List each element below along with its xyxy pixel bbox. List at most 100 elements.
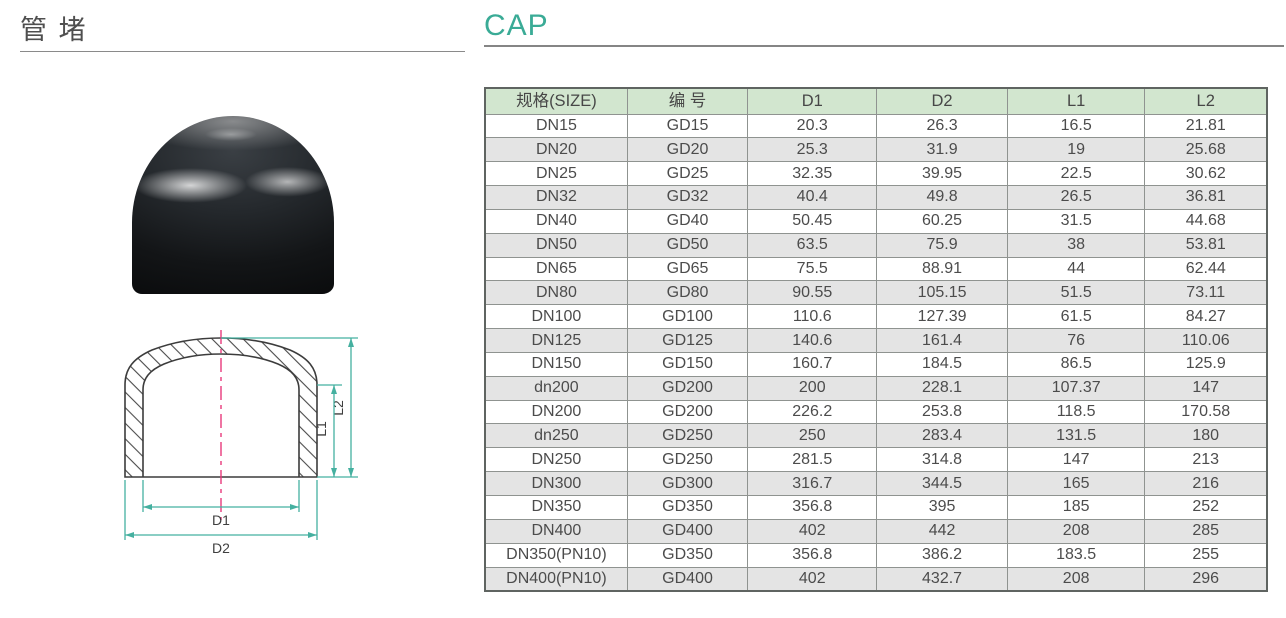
table-cell: DN400 — [484, 518, 628, 544]
table-cell: 107.37 — [1006, 375, 1146, 401]
table-cell: 386.2 — [876, 542, 1008, 568]
table-cell: 30.62 — [1144, 161, 1268, 187]
table-cell: 147 — [1006, 447, 1146, 473]
l1-arrow-top — [331, 385, 337, 394]
table-cell: 32.35 — [747, 161, 878, 187]
table-cell: 50.45 — [747, 208, 878, 234]
table-cell: 216 — [1144, 471, 1268, 496]
d2-label: D2 — [212, 540, 230, 556]
table-cell: 180 — [1144, 423, 1268, 449]
table-cell: 402 — [747, 518, 878, 544]
table-row: DN400 GD400 402 442 208 285 — [484, 518, 1268, 544]
table-cell: 285 — [1144, 518, 1268, 544]
table-cell: 208 — [1006, 518, 1146, 544]
table-cell: 84.27 — [1144, 304, 1268, 330]
table-cell: 75.5 — [747, 256, 878, 282]
table-cell: 73.11 — [1144, 280, 1268, 306]
d2-arrow-left — [125, 532, 134, 538]
table-cell: DN25 — [484, 161, 628, 187]
table-cell: 344.5 — [876, 471, 1008, 496]
table-cell: 250 — [747, 423, 878, 449]
d1-arrow-left — [143, 504, 152, 510]
table-cell: 253.8 — [876, 399, 1008, 425]
table-cell: DN350(PN10) — [484, 542, 628, 568]
table-cell: 76 — [1006, 328, 1146, 353]
table-cell: 131.5 — [1006, 423, 1146, 449]
table-row: DN25 GD25 32.35 39.95 22.5 30.62 — [484, 161, 1268, 187]
table-cell: 316.7 — [747, 471, 878, 496]
table-row: DN200 GD200 226.2 253.8 118.5 170.58 — [484, 399, 1268, 425]
table-cell: GD20 — [626, 137, 749, 163]
table-cell: 49.8 — [876, 185, 1008, 210]
table-cell: 140.6 — [747, 328, 878, 353]
column-header-1: 编 号 — [626, 87, 749, 115]
table-cell: GD65 — [626, 256, 749, 282]
column-header-0: 规格(SIZE) — [484, 87, 628, 115]
table-cell: DN50 — [484, 232, 628, 258]
cap-inner-outline — [142, 353, 300, 477]
spec-table: 规格(SIZE) 编 号 D1 D2 L1 L2 DN15 GD15 20.3 26.3 16.5… — [484, 87, 1268, 592]
table-cell: 21.81 — [1144, 113, 1268, 139]
table-cell: 125.9 — [1144, 351, 1268, 377]
table-cell: 200 — [747, 375, 878, 401]
column-header-3: D2 — [876, 87, 1008, 115]
table-cell: 213 — [1144, 447, 1268, 473]
table-cell: 26.3 — [876, 113, 1008, 139]
d2-arrow-right — [308, 532, 317, 538]
table-row: DN350 GD350 356.8 395 185 252 — [484, 495, 1268, 520]
table-cell: GD400 — [626, 566, 749, 592]
table-cell: 61.5 — [1006, 304, 1146, 330]
table-cell: 110.6 — [747, 304, 878, 330]
table-body: DN15 GD15 20.3 26.3 16.5 21.81 DN20 GD20 25.3 31.… — [484, 113, 1268, 592]
table-cell: 255 — [1144, 542, 1268, 568]
table-cell: dn200 — [484, 375, 628, 401]
table-cell: GD350 — [626, 495, 749, 520]
table-cell: 160.7 — [747, 351, 878, 377]
table-row: DN15 GD15 20.3 26.3 16.5 21.81 — [484, 113, 1268, 139]
table-cell: DN250 — [484, 447, 628, 473]
table-header-row: 规格(SIZE) 编 号 D1 D2 L1 L2 — [484, 87, 1268, 115]
table-cell: 105.15 — [876, 280, 1008, 306]
table-cell: DN65 — [484, 256, 628, 282]
table-cell: 90.55 — [747, 280, 878, 306]
table-cell: 165 — [1006, 471, 1146, 496]
table-cell: 75.9 — [876, 232, 1008, 258]
table-cell: 39.95 — [876, 161, 1008, 187]
table-row: DN150 GD150 160.7 184.5 86.5 125.9 — [484, 351, 1268, 377]
table-cell: 20.3 — [747, 113, 878, 139]
table-cell: 161.4 — [876, 328, 1008, 353]
table-cell: 185 — [1006, 495, 1146, 520]
column-header-4: L1 — [1006, 87, 1146, 115]
table-cell: 252 — [1144, 495, 1268, 520]
table-cell: 110.06 — [1144, 328, 1268, 353]
d1-label: D1 — [212, 512, 230, 528]
table-cell: GD300 — [626, 471, 749, 496]
table-row: DN100 GD100 110.6 127.39 61.5 84.27 — [484, 304, 1268, 330]
table-row: DN350(PN10) GD350 356.8 386.2 183.5 255 — [484, 542, 1268, 568]
table-row: DN250 GD250 281.5 314.8 147 213 — [484, 447, 1268, 473]
table-cell: DN15 — [484, 113, 628, 139]
table-cell: dn250 — [484, 423, 628, 449]
table-row: DN32 GD32 40.4 49.8 26.5 36.81 — [484, 185, 1268, 210]
table-cell: 60.25 — [876, 208, 1008, 234]
column-header-5: L2 — [1144, 87, 1268, 115]
table-cell: 62.44 — [1144, 256, 1268, 282]
table-cell: DN200 — [484, 399, 628, 425]
table-cell: 40.4 — [747, 185, 878, 210]
table-cell: 22.5 — [1006, 161, 1146, 187]
table-row: DN20 GD20 25.3 31.9 19 25.68 — [484, 137, 1268, 163]
table-cell: 183.5 — [1006, 542, 1146, 568]
table-cell: DN300 — [484, 471, 628, 496]
table-cell: GD350 — [626, 542, 749, 568]
table-cell: GD150 — [626, 351, 749, 377]
table-cell: GD25 — [626, 161, 749, 187]
table-row: DN400(PN10) GD400 402 432.7 208 296 — [484, 566, 1268, 592]
table-cell: GD100 — [626, 304, 749, 330]
table-cell: 184.5 — [876, 351, 1008, 377]
product-photo-pipe-cap — [132, 116, 334, 294]
table-cell: 44 — [1006, 256, 1146, 282]
l2-label: L2 — [330, 400, 346, 416]
table-cell: 19 — [1006, 137, 1146, 163]
table-cell: DN20 — [484, 137, 628, 163]
